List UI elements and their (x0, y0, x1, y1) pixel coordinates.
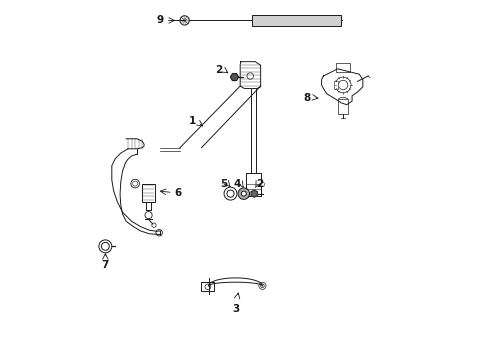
Bar (335, 63, 349, 72)
Circle shape (131, 179, 139, 188)
Circle shape (246, 73, 253, 79)
Circle shape (151, 223, 156, 227)
Text: 2: 2 (256, 179, 263, 189)
Circle shape (226, 190, 234, 197)
Text: 4: 4 (233, 179, 241, 189)
Circle shape (260, 182, 264, 186)
Circle shape (156, 229, 162, 236)
Bar (142, 184, 155, 202)
Bar (251, 15, 341, 26)
Circle shape (224, 187, 237, 200)
Polygon shape (230, 74, 238, 81)
Circle shape (258, 282, 265, 289)
Circle shape (335, 77, 350, 93)
Text: 5: 5 (220, 179, 227, 189)
Text: 6: 6 (174, 188, 182, 198)
Bar (338, 99, 347, 114)
Circle shape (99, 240, 112, 253)
Circle shape (241, 191, 246, 196)
Circle shape (260, 284, 264, 288)
Text: 7: 7 (102, 260, 109, 270)
Circle shape (101, 242, 109, 250)
Text: 1: 1 (188, 116, 196, 126)
Text: 8: 8 (303, 93, 310, 103)
Polygon shape (250, 190, 257, 197)
Circle shape (132, 181, 137, 186)
Text: 2: 2 (214, 64, 222, 75)
Text: 9: 9 (156, 15, 163, 26)
Text: 3: 3 (231, 304, 239, 314)
Bar (201, 282, 214, 291)
Circle shape (238, 188, 249, 199)
Circle shape (204, 284, 210, 290)
Bar (246, 173, 260, 196)
Circle shape (144, 212, 152, 219)
Bar (333, 81, 338, 89)
Circle shape (338, 80, 347, 90)
